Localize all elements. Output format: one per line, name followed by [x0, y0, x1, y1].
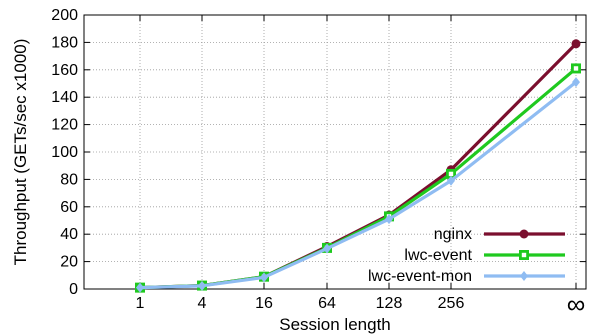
y-axis-label: Throughput (GETs/sec x1000) [11, 39, 30, 266]
data-point-center [573, 66, 579, 71]
legend-item-lwc-event-mon: lwc-event-mon [368, 268, 565, 285]
data-point [260, 272, 268, 283]
y-tick-label: 180 [51, 34, 78, 51]
legend-label: nginx [434, 226, 472, 243]
y-tick-label: 200 [51, 7, 78, 24]
y-tick-label: 100 [51, 144, 78, 161]
data-point [519, 229, 529, 239]
x-tick-label: 16 [255, 295, 273, 312]
series-line [139, 42, 578, 290]
x-tick-label: 256 [438, 295, 465, 312]
x-tick-label: ∞ [567, 289, 586, 319]
grid-lines [84, 15, 586, 289]
y-tick-label: 140 [51, 89, 78, 106]
legend-item-nginx: nginx [434, 226, 565, 243]
data-point-center [521, 252, 527, 258]
x-axis-label: Session length [279, 315, 391, 334]
series-line [139, 80, 577, 290]
data-point [571, 39, 581, 49]
series-group [135, 39, 581, 293]
x-tick-label: 64 [318, 295, 336, 312]
y-tick-label: 120 [51, 117, 78, 134]
y-tick-label: 0 [69, 281, 78, 298]
data-point [323, 243, 331, 254]
x-tick-label: 4 [198, 295, 207, 312]
series-lwc-event-mon [136, 77, 580, 293]
x-axis-ticks: 1 4 16 64 128 256 ∞ [136, 15, 586, 319]
y-tick-label: 20 [60, 254, 78, 271]
data-point-center [448, 171, 454, 177]
data-point [572, 77, 580, 88]
x-tick-label: 1 [136, 295, 145, 312]
y-tick-label: 60 [60, 199, 78, 216]
data-point [198, 280, 206, 291]
y-tick-label: 80 [60, 171, 78, 188]
y-tick-label: 40 [60, 226, 78, 243]
y-axis-ticks: 0 20 40 60 80 100 120 140 160 180 200 [51, 7, 586, 298]
legend-label: lwc-event [404, 247, 472, 264]
data-point [385, 214, 393, 225]
legend: nginx lwc-event lwc-event-mon [368, 226, 565, 285]
data-point [520, 271, 528, 281]
x-tick-label: 128 [376, 295, 403, 312]
legend-label: lwc-event-mon [368, 268, 472, 285]
legend-item-lwc-event: lwc-event [404, 247, 565, 264]
y-tick-label: 160 [51, 62, 78, 79]
data-point [447, 175, 455, 186]
data-point [136, 282, 144, 293]
